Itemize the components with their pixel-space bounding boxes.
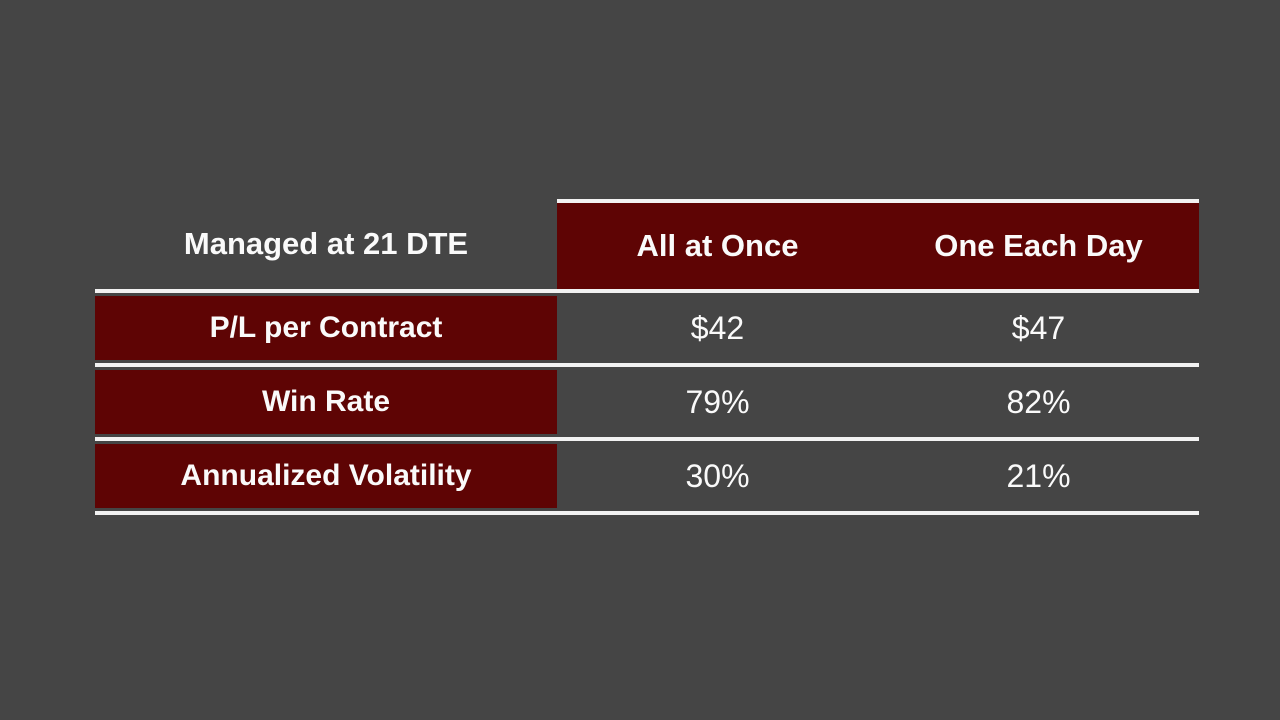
row-divider [95,363,1199,367]
table-row-win-rate: Win Rate 79% 82% [95,370,1199,434]
row-label: P/L per Contract [95,296,557,360]
table-row-pl-per-contract: P/L per Contract $42 $47 [95,296,1199,360]
row-value: $47 [1011,309,1066,346]
table-header-row: Managed at 21 DTE All at Once One Each D… [95,199,1199,289]
row-value: $42 [690,309,745,346]
table-header-group: All at Once One Each Day [557,199,1199,289]
column-header-one-each-day: One Each Day [934,228,1143,263]
row-divider [95,289,1199,293]
row-value: 21% [1006,457,1071,494]
row-label: Annualized Volatility [95,444,557,508]
row-divider [95,437,1199,441]
row-value: 30% [685,457,750,494]
column-header-all-at-once: All at Once [636,228,799,263]
comparison-table: Managed at 21 DTE All at Once One Each D… [95,199,1199,515]
row-label: Win Rate [95,370,557,434]
table-row-annualized-volatility: Annualized Volatility 30% 21% [95,444,1199,508]
row-divider [95,511,1199,515]
row-value: 82% [1006,383,1071,420]
row-value: 79% [685,383,750,420]
table-corner-title: Managed at 21 DTE [183,226,469,261]
